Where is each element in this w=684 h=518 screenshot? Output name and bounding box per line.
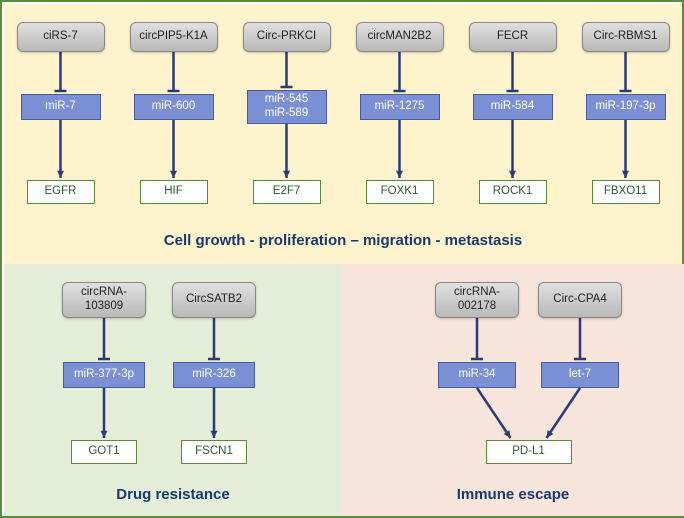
- title-immune-escape: Immune escape: [342, 486, 684, 503]
- circ-node: Circ-PRKCI: [243, 22, 331, 52]
- mir-node: miR-197-3p: [586, 94, 666, 120]
- circ-node: circPIP5-K1A: [130, 22, 218, 52]
- panel-cell-growth: Cell growth - proliferation – migration …: [4, 4, 682, 264]
- mir-node: miR-7: [21, 94, 101, 120]
- arrows-top: [4, 4, 682, 264]
- circ-node: circMAN2B2: [356, 22, 444, 52]
- panel-drug-resistance: Drug resistance circRNA- 103809 miR-377-3…: [4, 264, 342, 516]
- circ-node: ciRS-7: [17, 22, 105, 52]
- target-node: HIF: [140, 180, 208, 204]
- target-node: FOXK1: [366, 180, 434, 204]
- circ-node: circRNA- 103809: [62, 282, 146, 318]
- target-node: GOT1: [71, 440, 137, 464]
- panel-immune-escape: Immune escape circRNA- 002178 miR-34 Circ-…: [342, 264, 684, 516]
- diagram-frame: Cell growth - proliferation – migration …: [0, 0, 684, 518]
- mir-node: miR-1275: [360, 94, 440, 120]
- circ-node: FECR: [469, 22, 557, 52]
- target-node: FBXO11: [592, 180, 660, 204]
- title-cell-growth: Cell growth - proliferation – migration …: [4, 232, 682, 249]
- circ-node: CircSATB2: [172, 282, 256, 318]
- mir-node: miR-326: [173, 362, 255, 388]
- circ-node: circRNA- 002178: [435, 282, 519, 318]
- target-node: PD-L1: [486, 440, 572, 464]
- target-node: FSCN1: [181, 440, 247, 464]
- target-node: E2F7: [253, 180, 321, 204]
- target-node: ROCK1: [479, 180, 547, 204]
- mir-node: miR-377-3p: [63, 362, 145, 388]
- title-drug-resistance: Drug resistance: [4, 486, 342, 503]
- target-node: EGFR: [27, 180, 95, 204]
- mir-node: let-7: [541, 362, 619, 388]
- circ-node: Circ-RBMS1: [582, 22, 670, 52]
- circ-node: Circ-CPA4: [538, 282, 622, 318]
- mir-node: miR-34: [438, 362, 516, 388]
- mir-node: miR-600: [134, 94, 214, 120]
- mir-node: miR-545 miR-589: [247, 90, 327, 124]
- mir-node: miR-584: [473, 94, 553, 120]
